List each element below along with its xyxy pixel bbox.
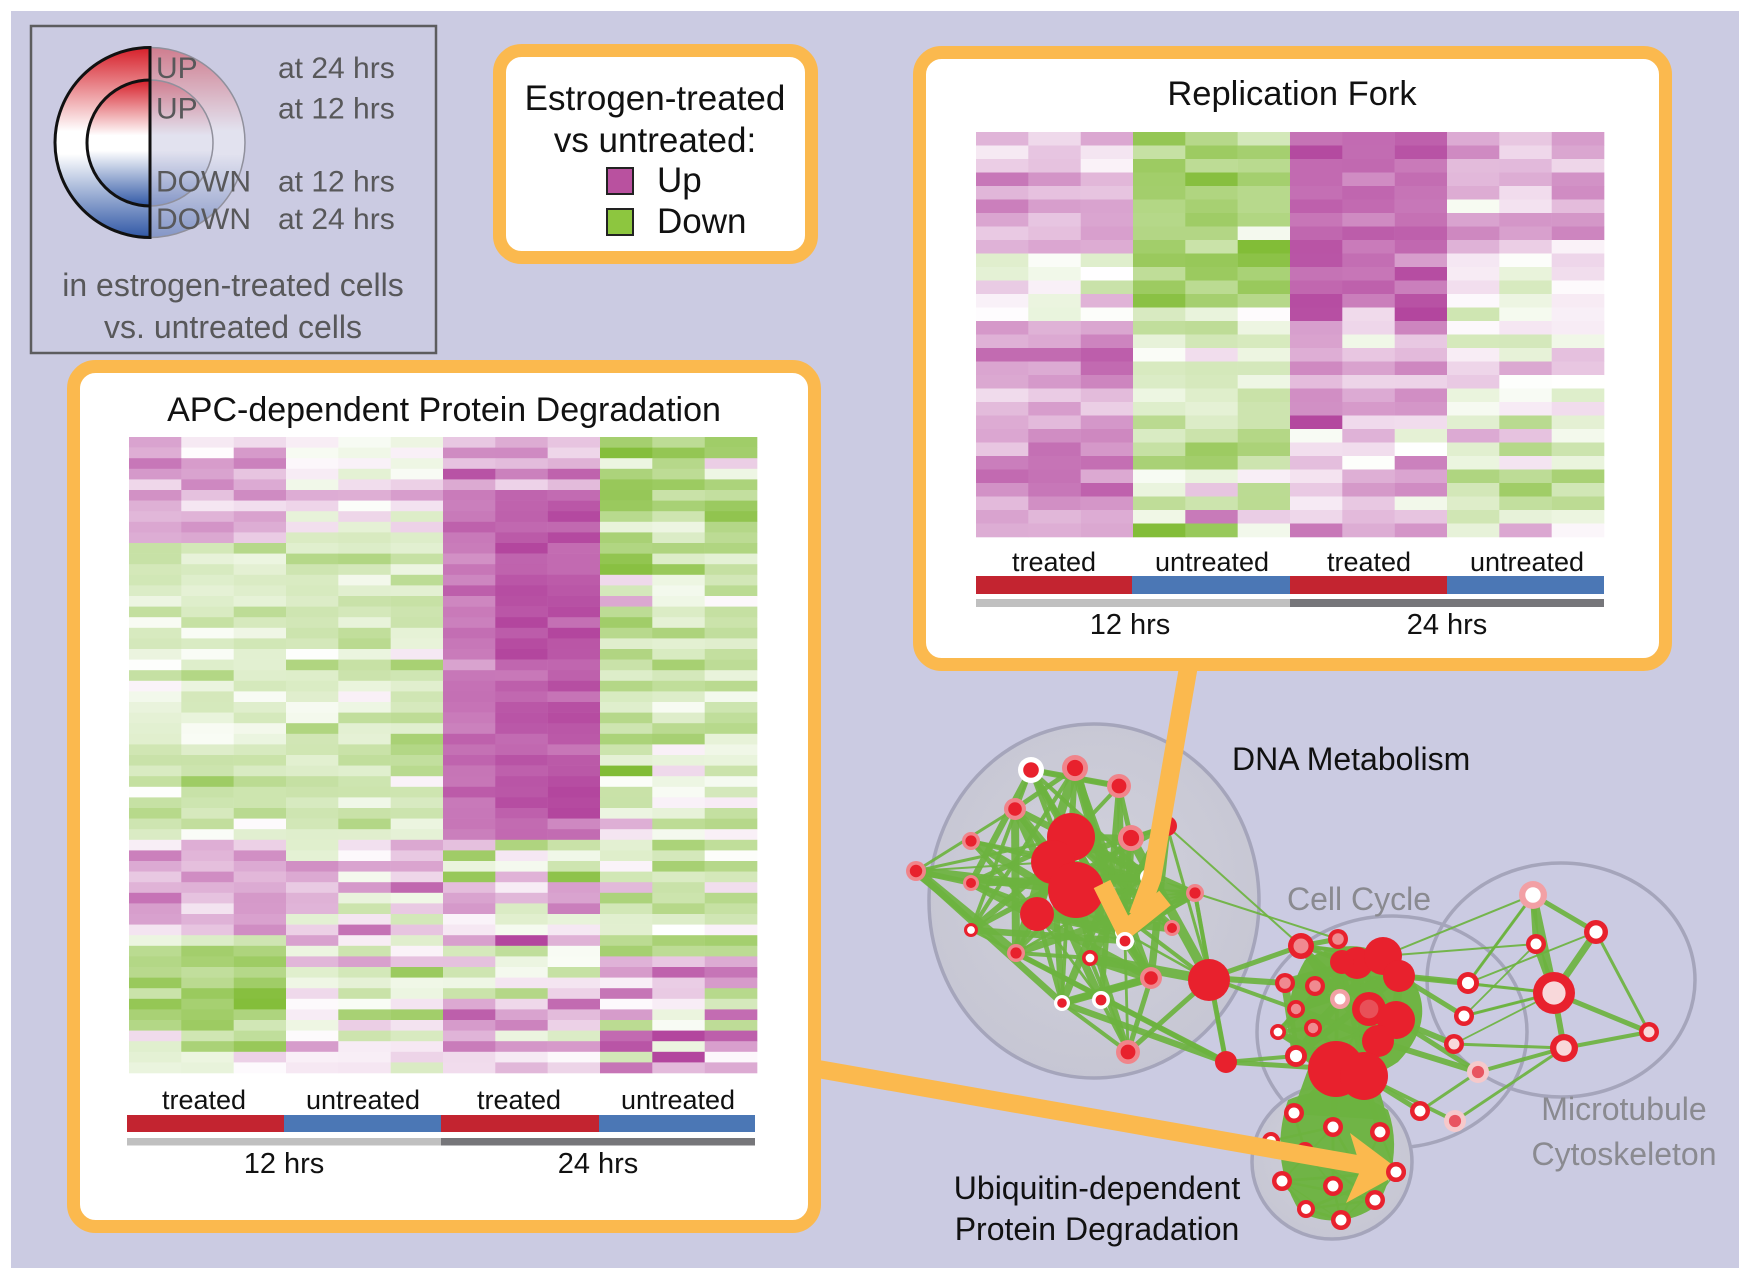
svg-text:Up: Up [657,161,702,200]
svg-text:untreated: untreated [1470,547,1584,577]
svg-text:at 12 hrs: at 12 hrs [278,93,395,126]
svg-text:treated: treated [477,1085,561,1115]
svg-text:at 12 hrs: at 12 hrs [278,166,395,199]
svg-text:treated: treated [162,1085,246,1115]
svg-text:Down: Down [657,202,746,241]
svg-text:vs untreated:: vs untreated: [554,121,756,160]
svg-text:Cell Cycle: Cell Cycle [1287,881,1431,917]
svg-text:24 hrs: 24 hrs [558,1148,639,1180]
svg-text:Microtubule: Microtubule [1541,1091,1706,1127]
svg-text:at 24 hrs: at 24 hrs [278,52,395,85]
svg-text:UP: UP [156,52,198,85]
svg-text:treated: treated [1327,547,1411,577]
svg-text:DOWN: DOWN [156,166,251,199]
svg-text:APC-dependent Protein Degradat: APC-dependent Protein Degradation [167,391,721,429]
svg-text:UP: UP [156,93,198,126]
svg-text:untreated: untreated [306,1085,420,1115]
svg-text:untreated: untreated [621,1085,735,1115]
svg-text:Protein Degradation: Protein Degradation [955,1211,1240,1247]
svg-text:vs. untreated cells: vs. untreated cells [104,309,362,345]
svg-text:Replication Fork: Replication Fork [1167,75,1417,113]
svg-text:DNA Metabolism: DNA Metabolism [1232,741,1470,777]
svg-text:treated: treated [1012,547,1096,577]
svg-text:Estrogen-treated: Estrogen-treated [525,79,786,118]
svg-text:DOWN: DOWN [156,203,251,236]
svg-text:untreated: untreated [1155,547,1269,577]
svg-text:at 24 hrs: at 24 hrs [278,203,395,236]
svg-text:12 hrs: 12 hrs [1090,609,1171,641]
svg-text:in estrogen-treated cells: in estrogen-treated cells [62,267,404,303]
svg-text:24 hrs: 24 hrs [1407,609,1488,641]
svg-text:Cytoskeleton: Cytoskeleton [1532,1136,1717,1172]
svg-text:12 hrs: 12 hrs [244,1148,325,1180]
svg-text:Ubiquitin-dependent: Ubiquitin-dependent [954,1170,1241,1206]
